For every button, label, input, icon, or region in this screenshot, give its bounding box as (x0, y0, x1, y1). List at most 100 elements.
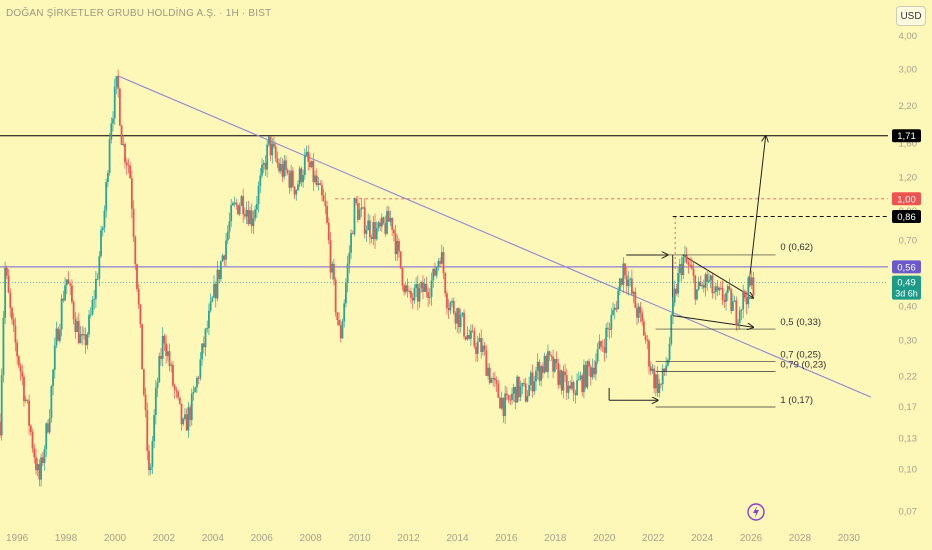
candle-body (404, 285, 407, 293)
candle-body (725, 292, 727, 302)
candle-body (65, 279, 68, 286)
candle-body (122, 144, 125, 146)
candle-body (264, 162, 267, 170)
candle-body (644, 335, 647, 340)
candle-body (726, 286, 729, 293)
candle-body (410, 291, 412, 298)
y-tick-label: 3,00 (899, 65, 918, 76)
fibonacci-levels: 0 (0,62) 0,5 (0,33) 0,7 (0,25)0,79 (0,23) 1… (655, 242, 826, 408)
candle-body (91, 299, 94, 315)
candle-body (694, 275, 697, 300)
candle-body (458, 308, 460, 328)
candle-body (377, 222, 380, 229)
candle-body (255, 204, 258, 210)
candle-body (595, 361, 597, 375)
candle-body (231, 202, 234, 206)
y-tick-label: 4,00 (899, 31, 918, 42)
candle-body (228, 221, 231, 232)
candle-body (555, 358, 558, 364)
candle-body (197, 377, 200, 379)
candle-body (415, 284, 418, 289)
candle-body (607, 327, 609, 329)
candle-body (67, 279, 70, 284)
y-tick-label: 2,20 (899, 101, 918, 112)
candle-body (446, 293, 448, 308)
candle-body (60, 298, 63, 330)
candle-body (389, 217, 392, 222)
x-tick-label: 1998 (55, 533, 78, 544)
candle-body (4, 267, 7, 318)
candle-body (221, 255, 224, 262)
candle-body (646, 339, 649, 341)
candle-body (0, 421, 1, 436)
y-tick-label: 0,13 (899, 434, 918, 445)
candle-body (141, 324, 144, 370)
candle-body (81, 333, 84, 336)
x-tick-label: 2028 (789, 533, 812, 544)
candle-body (540, 366, 543, 381)
candle-body (148, 450, 150, 471)
candle-body (110, 123, 113, 140)
candle-body (310, 160, 313, 167)
candle-body (678, 263, 681, 273)
currency-button[interactable]: USD (896, 6, 926, 26)
candle-body (745, 297, 748, 305)
candle-body (547, 351, 549, 372)
candle-body (345, 283, 347, 304)
candle-body (742, 291, 745, 310)
candle-body (380, 217, 383, 227)
candle-body (146, 410, 149, 451)
candle-body (333, 263, 335, 280)
candle-body (137, 289, 140, 305)
candle-body (35, 457, 37, 471)
candle-body (418, 288, 421, 302)
y-tick-label: 0,17 (899, 402, 918, 413)
x-tick-label: 2016 (495, 533, 518, 544)
candle-body (533, 381, 536, 392)
candle-body (653, 368, 656, 389)
candle-body (398, 240, 400, 252)
candle-body (447, 307, 450, 311)
candle-body (692, 268, 695, 276)
x-tick-label: 2000 (104, 533, 127, 544)
candle-body (463, 312, 465, 337)
candle-body (565, 375, 568, 393)
x-tick-label: 2004 (202, 533, 225, 544)
candle-body (661, 368, 664, 385)
candle-body (312, 160, 315, 183)
candle-body (127, 165, 130, 167)
candle-body (372, 222, 375, 240)
x-tick-label: 2002 (153, 533, 176, 544)
price-tag-value: 0,56 (897, 262, 916, 273)
candle-body (500, 397, 503, 409)
candle-body (384, 223, 387, 234)
candle-body (468, 334, 471, 339)
candle-body (245, 209, 248, 217)
x-tick-label: 2018 (544, 533, 567, 544)
candle-body (386, 210, 388, 234)
candle-body (684, 254, 686, 258)
exchange: BIST (248, 8, 272, 19)
candle-body (52, 369, 54, 387)
candle-body (492, 377, 495, 379)
candle-body (213, 283, 215, 298)
x-tick-label: 2026 (740, 533, 763, 544)
candle-body (483, 345, 486, 351)
candle-body (120, 125, 123, 145)
candle-body (274, 146, 277, 159)
candle-body (665, 365, 668, 372)
candle-body (89, 314, 92, 316)
candle-body (382, 217, 385, 224)
candle-body (444, 273, 447, 294)
event-icon[interactable] (747, 503, 765, 521)
candle-body (247, 209, 250, 225)
candle-body (307, 151, 310, 162)
candle-body (368, 220, 371, 238)
chart-title: DOĞAN ŞİRKETLER GRUBU HOLDİNG A.Ş. · 1H … (6, 8, 271, 19)
candle-body (21, 371, 24, 377)
candle-body (442, 252, 445, 274)
candle-body (341, 321, 344, 339)
candle-body (55, 328, 58, 346)
candle-body (437, 261, 440, 268)
